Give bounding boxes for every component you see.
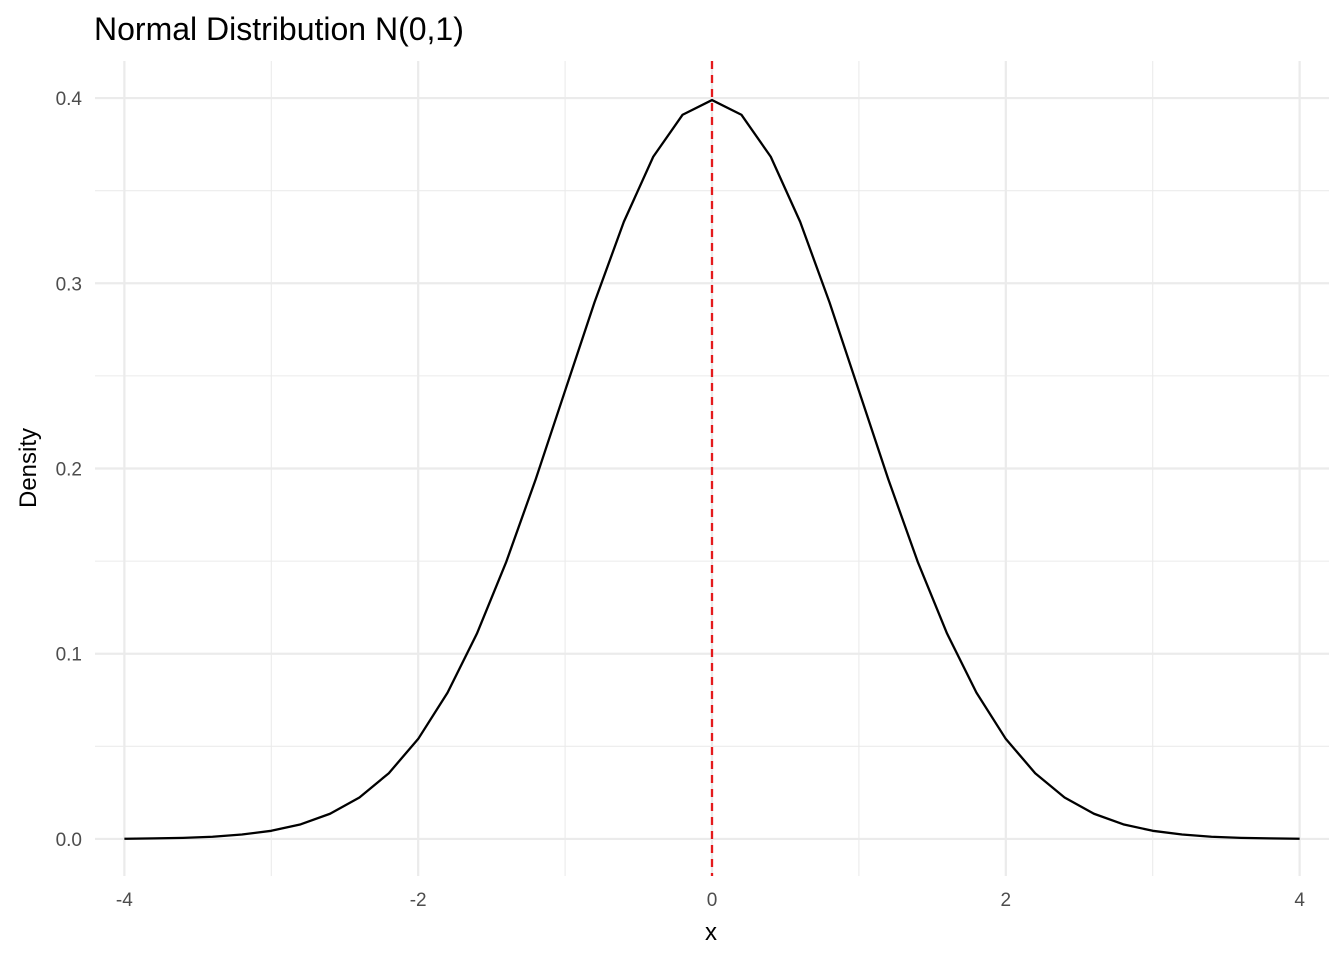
curve-layer <box>124 98 1300 840</box>
y-tick-label: 0.4 <box>56 89 83 110</box>
x-tick-label: -4 <box>116 890 133 911</box>
grid-layer <box>95 61 1329 876</box>
y-tick-label: 0.2 <box>56 460 82 481</box>
density-curve <box>124 98 1300 840</box>
y-axis-label: Density <box>15 428 42 508</box>
tick-label-layer: -4 -2 0 2 4 0.0 0.1 0.2 0.3 0.4 <box>56 89 1306 911</box>
x-axis-label: x <box>705 919 717 946</box>
y-tick-label: 0.0 <box>56 830 82 851</box>
y-tick-label: 0.1 <box>56 645 82 666</box>
x-tick-label: 2 <box>1001 890 1012 911</box>
x-tick-label: 0 <box>707 890 718 911</box>
x-tick-label: 4 <box>1294 890 1305 911</box>
y-tick-label: 0.3 <box>56 274 82 295</box>
chart-title: Normal Distribution N(0,1) <box>94 11 464 47</box>
x-tick-label: -2 <box>410 890 427 911</box>
